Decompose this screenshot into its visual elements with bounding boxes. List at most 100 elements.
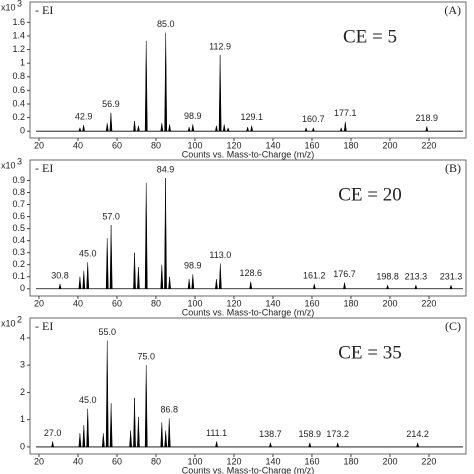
y-tick-label: 1 (20, 414, 25, 424)
peak-label: 45.0 (79, 249, 97, 259)
y-tick-label: 0.4 (12, 98, 25, 108)
peak (215, 279, 218, 290)
x-tick-label: 120 (226, 140, 241, 150)
y-tick-label: 0.2 (12, 259, 25, 269)
peak (144, 40, 148, 132)
peak-label: 111.1 (206, 428, 227, 438)
x-tick-label: 160 (304, 298, 319, 308)
peak-label: 55.0 (98, 327, 116, 337)
peak (249, 281, 253, 290)
peak (191, 274, 195, 290)
peak (187, 279, 191, 290)
x-tick-label: 200 (382, 456, 397, 466)
x-tick-label: 80 (151, 298, 161, 308)
x-tick-label: 120 (226, 456, 241, 466)
peak-label: 214.2 (406, 429, 429, 439)
peak-label: 57.0 (102, 211, 120, 221)
peak (82, 425, 86, 448)
peak (191, 124, 195, 132)
peak (449, 284, 453, 290)
peak (144, 182, 148, 290)
peak-label: 198.8 (376, 272, 399, 282)
x-tick-label: 60 (112, 298, 122, 308)
annotation: CE = 20 (338, 184, 402, 205)
y-exponent: 3 (17, 0, 22, 8)
x-tick-label: 160 (304, 140, 319, 150)
x-tick-label: 180 (343, 456, 358, 466)
peak (343, 121, 347, 132)
y-tick-label: 1.4 (12, 30, 25, 40)
peak (336, 441, 340, 448)
x-axis-label: Counts vs. Mass-to-Charge (m/z) (182, 465, 315, 474)
x-tick-label: 220 (421, 298, 436, 308)
x-axis-label: Counts vs. Mass-to-Charge (m/z) (182, 149, 315, 159)
annotation: CE = 35 (338, 342, 402, 363)
peak-label: 138.7 (259, 429, 282, 439)
y-tick-label: 0.1 (12, 271, 25, 281)
x-tick-label: 180 (343, 140, 358, 150)
peak-label: 113.0 (209, 250, 231, 260)
peak-label: 98.9 (184, 261, 202, 271)
y-tick-label: 0.2 (12, 112, 25, 122)
x-tick-label: 80 (151, 140, 161, 150)
peak-label: 173.2 (326, 429, 349, 439)
y-tick-label: 2 (20, 387, 25, 397)
peak (164, 32, 168, 132)
y-tick-label: 1.6 (12, 17, 25, 27)
y-tick-label: 1.2 (12, 44, 25, 54)
x-tick-label: 140 (265, 298, 280, 308)
peak (160, 123, 164, 132)
x-tick-label: 60 (112, 456, 122, 466)
peak (78, 126, 82, 132)
peak (133, 120, 136, 132)
y-tick-label: 0.8 (12, 71, 25, 81)
x-tick-label: 200 (382, 140, 397, 150)
y-tick-label: 0.8 (12, 187, 25, 197)
peak (137, 416, 140, 448)
peak (86, 408, 90, 448)
peak-label: 231.3 (440, 272, 463, 282)
peak (386, 284, 390, 290)
peak (304, 126, 308, 132)
peak (137, 267, 140, 290)
peak (78, 276, 82, 290)
x-tick-label: 100 (187, 298, 202, 308)
y-tick-label: 0 (20, 283, 25, 293)
peak (187, 126, 191, 132)
peak (58, 283, 62, 290)
x-tick-label: 220 (421, 140, 436, 150)
peak (425, 126, 429, 132)
peak-label: 218.9 (416, 113, 439, 123)
peak-label: 75.0 (137, 352, 155, 362)
peak-label: 176.7 (333, 269, 356, 279)
peak (109, 224, 113, 290)
peak (246, 126, 250, 132)
x-tick-label: 100 (187, 456, 202, 466)
peak (218, 55, 222, 132)
peak (160, 264, 164, 290)
peak-label: 160.7 (302, 114, 325, 124)
x-tick-label: 80 (151, 456, 161, 466)
x-tick-label: 220 (421, 456, 436, 466)
y-tick-label: 0.3 (12, 247, 25, 257)
y-tick-label: 0 (20, 441, 25, 451)
annotation: CE = 5 (343, 26, 397, 47)
plot-frame (29, 159, 467, 297)
y-tick-label: 0.9 (12, 175, 25, 185)
peak-label: 98.9 (184, 111, 202, 121)
peak-label: 86.8 (160, 405, 178, 415)
y-exponent: 2 (17, 314, 22, 324)
peak (268, 441, 272, 448)
peak (133, 397, 136, 448)
y-tick-label: 3 (20, 360, 25, 370)
peak-label: 128.6 (239, 268, 262, 278)
peak (109, 403, 113, 448)
peak (144, 365, 148, 448)
x-tick-label: 200 (382, 298, 397, 308)
peak-label: 85.0 (157, 19, 175, 29)
x-axis-label: Counts vs. Mass-to-Charge (m/z) (182, 307, 315, 317)
ion-mode: - EI (35, 161, 53, 175)
peak (51, 441, 55, 448)
peak (164, 178, 167, 290)
